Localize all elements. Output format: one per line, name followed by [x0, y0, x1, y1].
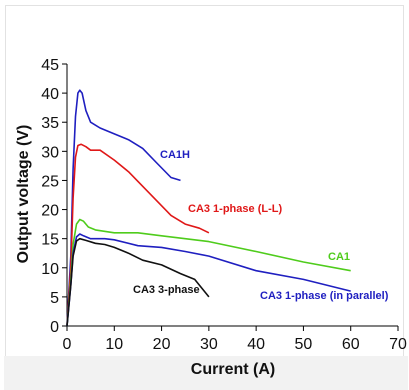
y-axis-title: Output voltage (V) — [15, 125, 32, 264]
x-tick-label: 40 — [247, 336, 265, 353]
y-tick-label: 10 — [41, 261, 59, 278]
series-label-ca3-3phase: CA3 3-phase — [133, 284, 200, 296]
y-tick-label: 45 — [41, 57, 59, 74]
y-tick-label: 30 — [41, 144, 59, 161]
y-tick-label: 20 — [41, 203, 59, 220]
series-label-ca1: CA1 — [328, 251, 350, 263]
x-tick-label: 0 — [63, 336, 72, 353]
series-group — [66, 89, 351, 327]
y-tick-label: 15 — [41, 232, 59, 249]
y-tick-label: 0 — [50, 319, 59, 336]
y-tick-label: 25 — [41, 173, 59, 190]
series-label-ca1h: CA1H — [160, 149, 190, 161]
x-tick-label: 50 — [295, 336, 313, 353]
y-tick-label: 35 — [41, 115, 59, 132]
series-line-ca1 — [66, 218, 351, 327]
x-tick-label: 60 — [342, 336, 360, 353]
ticks: 0 10 20 30 40 50 60 70 0 5 10 15 20 25 30 35 40 45 — [41, 57, 407, 353]
footer-band — [4, 356, 408, 390]
y-tick-label: 5 — [50, 290, 59, 307]
x-axis-title: Current (A) — [191, 361, 275, 378]
series-label-ca3-1phase-parallel: CA3 1-phase (in parallel) — [260, 290, 389, 302]
series-line-ca1h — [66, 89, 181, 327]
x-tick-label: 70 — [389, 336, 407, 353]
x-tick-label: 20 — [153, 336, 171, 353]
series-line-ca3-1-phase-l-l — [66, 143, 210, 327]
series-line-ca3-1-phase-in-parallel — [66, 233, 351, 327]
y-tick-label: 40 — [41, 86, 59, 103]
x-tick-label: 10 — [105, 336, 123, 353]
series-label-ca3-1phase-ll: CA3 1-phase (L-L) — [188, 203, 282, 215]
series-line-ca3-3-phase — [66, 237, 210, 327]
x-tick-label: 30 — [200, 336, 218, 353]
